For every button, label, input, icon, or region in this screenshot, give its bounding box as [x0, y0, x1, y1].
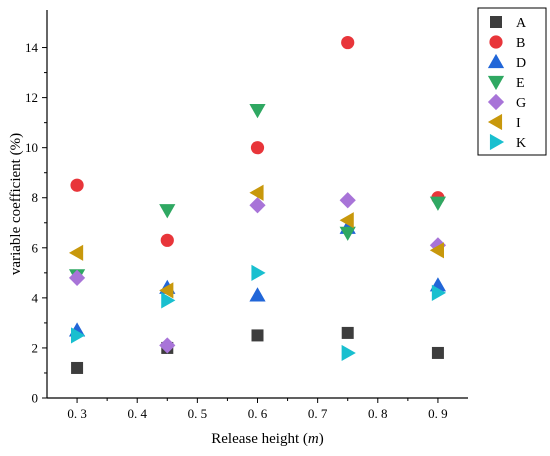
y-tick-label: 2 — [32, 340, 39, 355]
point-k — [161, 292, 176, 309]
x-axis-title-unit: m — [308, 431, 319, 447]
x-tick-label: 0. 3 — [67, 406, 87, 421]
legend-label-a: A — [516, 16, 527, 31]
axes: 0 2 4 6 8 10 12 14 0. 3 0. 4 0. 5 0. 6 0. 7 0. 8 0. 9 — [25, 10, 468, 421]
x-axis-title-main: Release height ( — [211, 431, 308, 447]
point-g — [339, 192, 356, 209]
point-a — [341, 326, 354, 339]
legend-marker-b — [489, 35, 503, 49]
x-tick-label: 0. 8 — [368, 406, 388, 421]
data-marks — [68, 35, 447, 374]
point-i — [249, 184, 264, 201]
legend-label-b: B — [516, 36, 525, 51]
legend-label-e: E — [516, 76, 525, 91]
legend-marker-d — [487, 53, 505, 69]
point-i — [429, 242, 445, 259]
x-tick-label: 0. 4 — [127, 406, 147, 421]
x-axis-title-close: ) — [319, 431, 324, 447]
y-tick-label: 6 — [32, 240, 39, 255]
legend-marker-a — [490, 16, 502, 28]
point-a — [251, 329, 264, 342]
point-k — [341, 344, 356, 362]
legend-label-g: G — [516, 96, 526, 111]
point-i — [68, 244, 84, 261]
point-e — [429, 196, 447, 211]
x-tick-label: 0. 9 — [428, 406, 448, 421]
x-tick-label: 0. 7 — [308, 406, 328, 421]
point-b — [160, 233, 174, 247]
legend-box — [477, 7, 547, 156]
point-k — [70, 327, 86, 344]
x-tick-label: 0. 6 — [248, 406, 268, 421]
y-tick-label: 12 — [25, 90, 38, 105]
point-e — [159, 204, 176, 219]
legend-label-k: K — [516, 136, 526, 151]
point-k — [251, 264, 266, 281]
x-axis-title: Release height (m) — [211, 431, 323, 447]
y-tick-label: 14 — [25, 40, 39, 55]
legend-label-i: I — [516, 116, 521, 131]
legend-marker-g — [487, 93, 505, 111]
point-b — [70, 178, 84, 192]
legend-marker-i — [487, 113, 503, 131]
point-g — [68, 269, 86, 286]
y-tick-label: 10 — [25, 140, 38, 155]
y-axis-title: variable coefficient (%) — [8, 133, 24, 275]
point-a — [431, 346, 444, 359]
y-tick-label: 4 — [32, 290, 39, 305]
point-k — [431, 284, 447, 301]
point-g — [159, 337, 176, 354]
legend-marker-k — [489, 133, 505, 151]
point-e — [249, 104, 266, 119]
y-tick-label: 0 — [32, 391, 39, 406]
y-tick-label: 8 — [32, 190, 39, 205]
point-g — [249, 197, 266, 214]
point-b — [250, 141, 265, 155]
legend-marker-e — [487, 75, 505, 91]
point-e — [339, 226, 356, 241]
point-d — [249, 287, 266, 302]
x-tick-label: 0. 5 — [188, 406, 208, 421]
point-b — [341, 35, 355, 50]
point-a — [71, 361, 84, 374]
legend-label-d: D — [516, 56, 526, 71]
point-i — [159, 282, 174, 299]
point-i — [339, 212, 354, 229]
